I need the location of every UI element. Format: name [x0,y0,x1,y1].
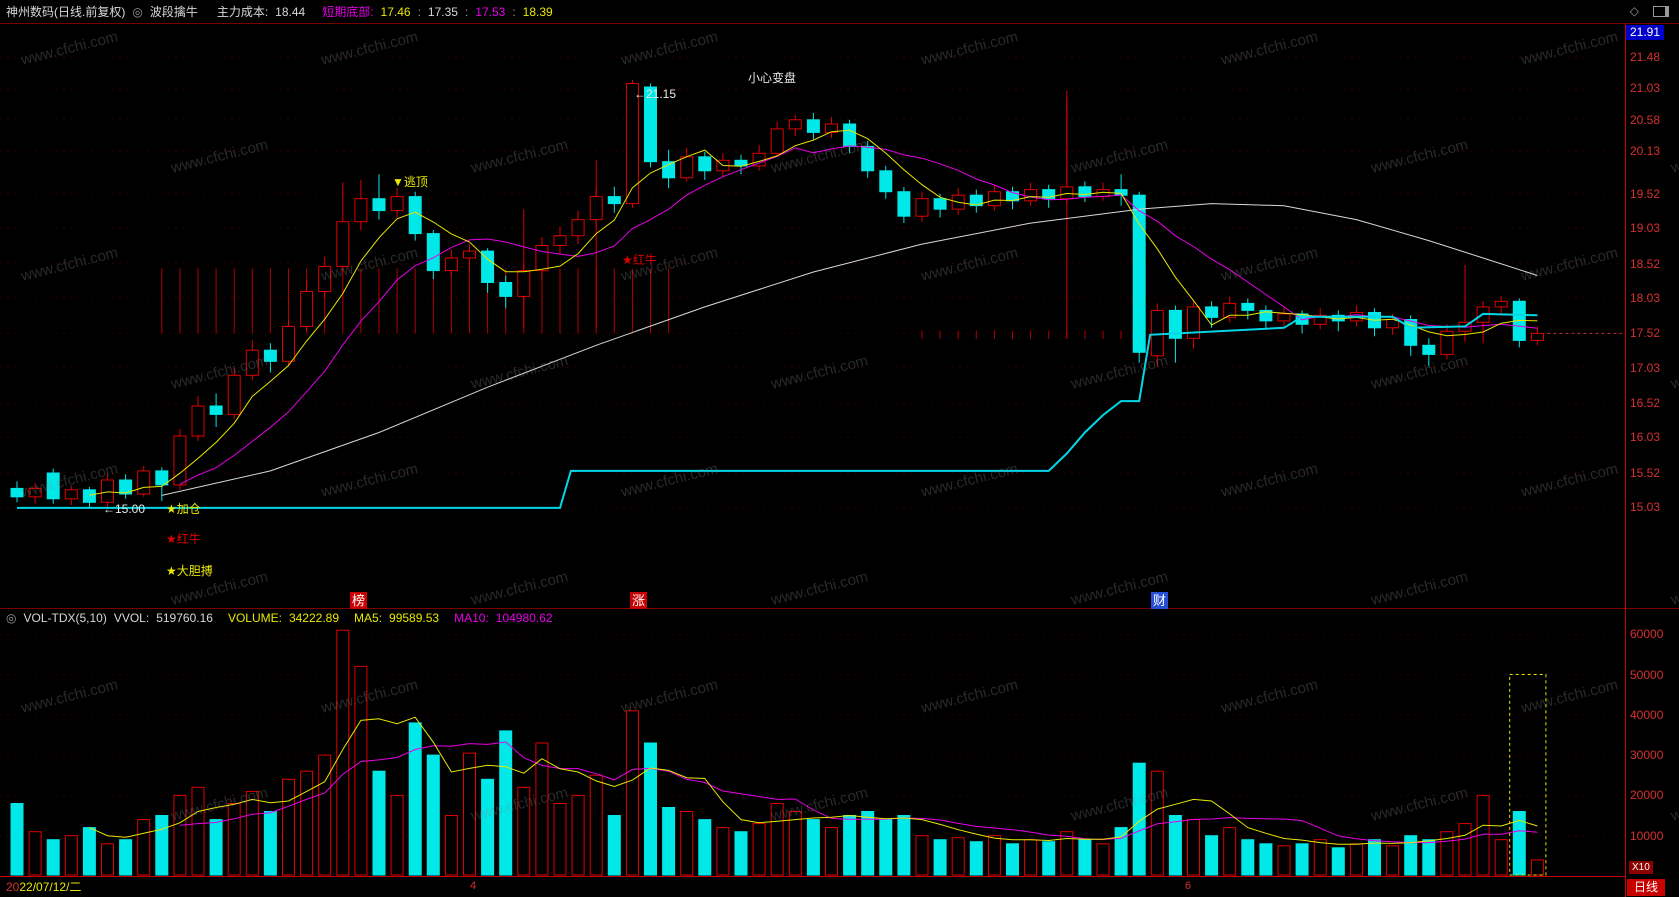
diamond-icon[interactable]: ◇ [1629,4,1639,18]
volume-axis-label: 30000 [1630,748,1664,763]
volume-axis-label: 50000 [1630,667,1664,682]
price-axis-label: 19.03 [1630,221,1661,235]
price-axis-label: 16.52 [1630,396,1661,411]
volume-collapse-icon[interactable]: ◎ [6,611,17,625]
price-axis-label: 21.03 [1630,81,1661,96]
short-bottom-value-1: 17.46 [380,4,411,19]
stock-title[interactable]: 神州数码(日线.前复权) [6,5,126,19]
price-axis-label: 18.52 [1630,256,1661,271]
add-position-note: ★加仓 [166,502,201,516]
window-controls: ◇ [1630,4,1669,18]
title-bar: 神州数码(日线.前复权) ◎ 波段擒牛 主力成本: 18.44 短期底部: 17… [0,0,1679,23]
divider-ad-marker[interactable]: 财 [1151,592,1168,609]
volume-axis-label: 20000 [1630,788,1664,803]
volume-indicator-name[interactable]: VOL-TDX(5,10) [23,611,107,625]
price-axis-label: 17.52 [1630,326,1661,341]
main-cost-label: 主力成本: [216,5,269,19]
short-bottom-value-4: 18.39 [522,4,553,19]
panes-icon[interactable] [1653,5,1669,17]
price-axis-label: 19.52 [1630,186,1661,201]
max-price-label: 21.91 [1626,25,1665,40]
date-text: 22/07/12/二 [19,880,82,894]
indicator-collapse-icon[interactable]: ◎ [132,4,143,19]
price-axis-label: 20.13 [1630,144,1661,159]
price-axis-label: 20.58 [1630,112,1661,127]
vol-ma5-label: MA5: [354,611,383,625]
vol-ma5-value: 99589.53 [389,611,440,625]
divider-ad-marker[interactable]: 榜 [350,592,367,609]
month-mark: 4 [470,880,477,892]
volume-axis-label: 60000 [1630,627,1664,642]
price-axis-label: 15.03 [1630,500,1661,515]
period-label[interactable]: 日线 [1627,879,1666,896]
peak-price-note: ←21.15 [634,87,677,101]
price-axis-label: 18.03 [1630,290,1661,305]
colon-separator: : [512,4,516,19]
short-bottom-value-3: 17.53 [475,4,506,19]
volume-axis-label: 10000 [1630,828,1664,843]
vvol-label: VVOL: [113,611,150,625]
low-price-note: ←15.00 [103,502,146,516]
price-axis-label: 16.03 [1630,430,1661,445]
red-bull-note-1: ★红牛 [622,253,657,267]
bottom-bar: 2022/07/12/二 [0,877,1625,897]
vvol-value: 519760.16 [156,611,213,625]
date-prefix: 20 [6,880,20,894]
volume-axis-label: 40000 [1630,707,1664,722]
vol-ma10-value: 104980.62 [495,611,553,625]
short-bottom-value-2: 17.35 [427,4,458,19]
price-axis-label: 17.03 [1630,360,1661,375]
short-bottom-label: 短期底部: [322,5,374,19]
volume-unit-label: X10 [1629,861,1653,874]
vol-ma10-label: MA10: [454,611,489,625]
volume-label: VOLUME: [227,611,282,625]
colon-separator: : [464,4,469,19]
red-bull-note-2: ★红牛 [166,532,201,546]
warning-note: 小心变盘 [748,71,797,85]
volume-header: ◎ VOL-TDX(5,10) VVOL: 519760.16 VOLUME: … [6,611,553,625]
price-axis-label: 21.48 [1630,50,1661,64]
month-mark: 6 [1185,880,1192,892]
volume-value: 34222.89 [288,611,340,625]
indicator-name[interactable]: 波段擒牛 [149,5,198,19]
main-cost-value: 18.44 [275,4,306,19]
price-axis-label: 15.52 [1630,466,1661,480]
divider-ad-marker[interactable]: 涨 [630,592,647,609]
escape-top-note: ▼逃顶 [392,175,428,189]
bold-bet-note: ★大胆搏 [166,564,213,578]
colon-separator: : [417,4,421,19]
